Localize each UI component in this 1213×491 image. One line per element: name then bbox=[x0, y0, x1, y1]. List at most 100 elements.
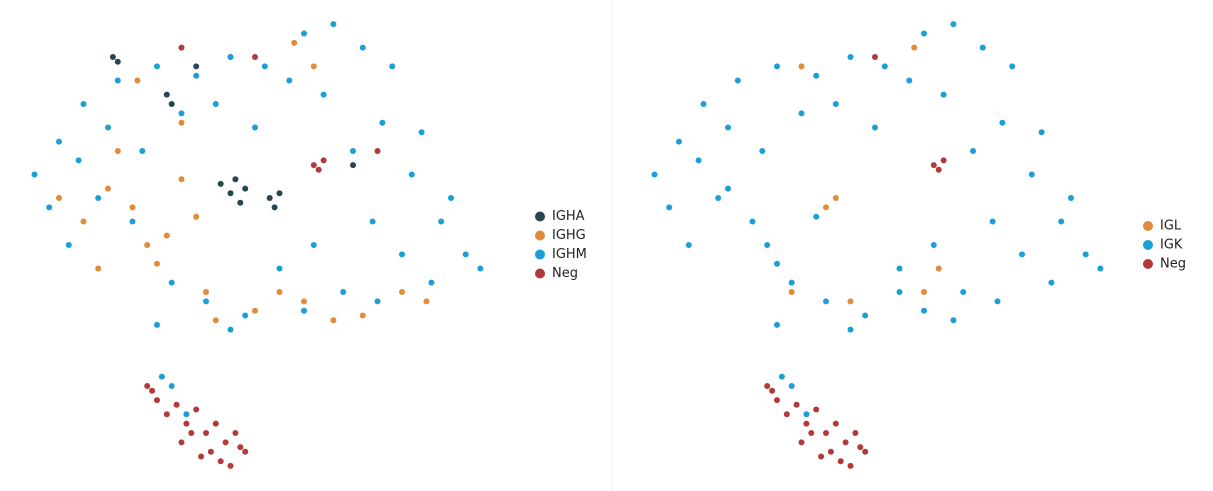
data-point bbox=[832, 101, 839, 107]
data-point bbox=[818, 453, 825, 460]
data-point bbox=[399, 289, 405, 295]
data-point bbox=[232, 176, 239, 183]
data-point bbox=[80, 218, 87, 225]
data-point bbox=[793, 401, 800, 408]
data-point bbox=[154, 321, 160, 328]
data-point bbox=[813, 213, 820, 220]
data-point bbox=[252, 307, 258, 314]
data-point bbox=[154, 260, 160, 267]
data-point bbox=[369, 218, 376, 225]
data-point bbox=[695, 157, 702, 164]
data-point bbox=[193, 213, 200, 220]
data-point bbox=[651, 171, 658, 178]
data-point bbox=[1038, 129, 1045, 136]
data-point bbox=[1058, 218, 1065, 225]
data-point bbox=[783, 411, 790, 418]
data-point bbox=[266, 195, 273, 201]
data-point bbox=[212, 317, 219, 324]
data-point bbox=[163, 411, 170, 418]
data-point bbox=[813, 72, 820, 79]
data-point bbox=[212, 101, 219, 107]
data-point bbox=[788, 289, 795, 295]
data-point bbox=[813, 406, 820, 413]
data-point bbox=[803, 420, 810, 427]
data-point bbox=[940, 157, 947, 164]
data-point bbox=[827, 448, 834, 455]
data-point bbox=[428, 279, 435, 286]
data-point bbox=[1009, 63, 1016, 70]
data-point bbox=[379, 119, 386, 126]
data-point bbox=[310, 242, 317, 248]
data-point bbox=[139, 148, 146, 154]
data-point bbox=[477, 265, 484, 272]
data-point bbox=[994, 298, 1001, 305]
data-point bbox=[242, 448, 249, 455]
data-point bbox=[823, 298, 829, 305]
data-point bbox=[872, 124, 878, 131]
data-point bbox=[374, 148, 381, 154]
data-point bbox=[163, 91, 170, 98]
data-point bbox=[178, 110, 185, 117]
data-point bbox=[158, 373, 165, 380]
data-point bbox=[823, 204, 829, 211]
data-point bbox=[188, 430, 195, 436]
data-point bbox=[989, 218, 996, 225]
data-point bbox=[896, 265, 903, 272]
data-point bbox=[842, 439, 849, 446]
data-point bbox=[940, 91, 947, 98]
legend-marker bbox=[535, 268, 545, 279]
data-point bbox=[408, 171, 415, 178]
data-point bbox=[222, 439, 229, 446]
data-point bbox=[237, 199, 244, 206]
data-point bbox=[286, 77, 293, 84]
data-point bbox=[163, 232, 170, 239]
data-point bbox=[832, 420, 839, 427]
data-point bbox=[242, 312, 249, 319]
data-point bbox=[301, 30, 307, 37]
data-point bbox=[203, 289, 209, 295]
data-point bbox=[921, 307, 927, 314]
data-point bbox=[676, 138, 682, 145]
data-point bbox=[217, 458, 224, 465]
data-point bbox=[227, 190, 234, 197]
data-point bbox=[852, 430, 859, 436]
data-point bbox=[685, 242, 692, 248]
data-point bbox=[881, 63, 888, 70]
data-point bbox=[80, 101, 87, 107]
data-point bbox=[207, 448, 214, 455]
legend-label: IGK bbox=[1160, 238, 1183, 253]
data-point bbox=[129, 204, 136, 211]
data-point bbox=[252, 54, 258, 60]
data-point bbox=[168, 101, 175, 107]
data-point bbox=[178, 119, 185, 126]
data-point bbox=[350, 148, 356, 154]
data-point bbox=[423, 298, 430, 305]
data-point bbox=[788, 279, 795, 286]
data-point bbox=[198, 453, 205, 460]
data-point bbox=[227, 462, 234, 469]
data-point bbox=[114, 77, 121, 84]
data-point bbox=[462, 251, 469, 258]
data-point bbox=[261, 63, 268, 70]
data-point bbox=[798, 439, 805, 446]
data-point bbox=[847, 54, 854, 60]
data-point bbox=[764, 383, 771, 389]
legend-marker bbox=[1143, 259, 1153, 269]
data-point bbox=[847, 326, 854, 333]
data-point bbox=[832, 195, 839, 201]
data-point bbox=[1068, 195, 1074, 201]
data-point bbox=[438, 218, 445, 225]
data-point bbox=[203, 298, 209, 305]
data-point bbox=[154, 63, 160, 70]
data-point bbox=[935, 166, 942, 173]
data-point bbox=[389, 63, 396, 70]
data-point bbox=[418, 129, 425, 136]
data-point bbox=[291, 39, 298, 46]
data-point bbox=[906, 77, 913, 84]
data-point bbox=[1048, 279, 1055, 286]
data-point bbox=[95, 265, 102, 272]
data-point bbox=[178, 176, 185, 183]
data-point bbox=[798, 110, 805, 117]
data-point bbox=[276, 265, 283, 272]
data-point bbox=[774, 63, 780, 70]
